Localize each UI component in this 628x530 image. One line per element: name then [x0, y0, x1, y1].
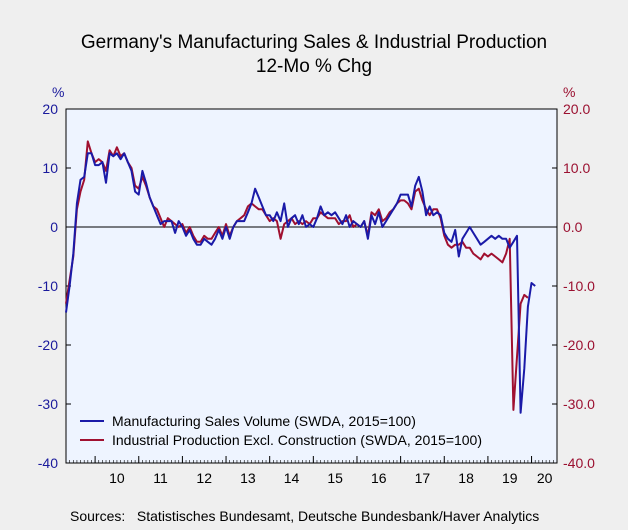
x-tick-label: 16 — [371, 470, 387, 486]
legend-label: Industrial Production Excl. Construction… — [112, 432, 482, 448]
x-tick-label: 14 — [284, 470, 300, 486]
x-tick-label: 10 — [109, 470, 125, 486]
y-tick-right-label: -30.0 — [563, 396, 595, 412]
plot-area — [65, 108, 558, 464]
y-tick-left-label: -40 — [38, 455, 58, 471]
x-tick-label: 11 — [153, 470, 168, 486]
x-tick-label: 20 — [537, 470, 553, 486]
y-tick-left-label: -20 — [38, 337, 58, 353]
y-tick-right-label: 0.0 — [563, 219, 583, 235]
y-tick-left-label: 20 — [42, 101, 58, 117]
y-tick-left-label: 0 — [50, 219, 58, 235]
left-axis-unit: % — [52, 84, 65, 100]
y-tick-left-label: -30 — [38, 396, 58, 412]
y-tick-right-label: -40.0 — [563, 455, 595, 471]
x-tick-label: 13 — [240, 470, 256, 486]
right-axis-unit: % — [563, 84, 576, 100]
y-tick-right-label: -10.0 — [563, 278, 595, 294]
x-tick-label: 15 — [327, 470, 343, 486]
x-tick-label: 17 — [415, 470, 431, 486]
series-line-2 — [65, 140, 529, 411]
y-tick-right-label: -20.0 — [563, 337, 595, 353]
source-note: Sources: Statistisches Bundesamt, Deutsc… — [70, 508, 540, 524]
chart-subtitle: 12-Mo % Chg — [255, 56, 373, 77]
legend: Manufacturing Sales Volume (SWDA, 2015=1… — [80, 413, 482, 448]
legend-label: Manufacturing Sales Volume (SWDA, 2015=1… — [112, 413, 416, 429]
x-tick-label: 18 — [458, 470, 474, 486]
x-tick-label: 12 — [196, 470, 212, 486]
series-line-1 — [65, 152, 536, 414]
x-tick-label: 19 — [502, 470, 518, 486]
y-tick-left-label: -10 — [38, 278, 58, 294]
y-tick-right-label: 10.0 — [563, 160, 590, 176]
y-tick-left-label: 10 — [42, 160, 58, 176]
chart-title: Germany's Manufacturing Sales & Industri… — [80, 32, 548, 53]
y-tick-right-label: 20.0 — [563, 101, 590, 117]
